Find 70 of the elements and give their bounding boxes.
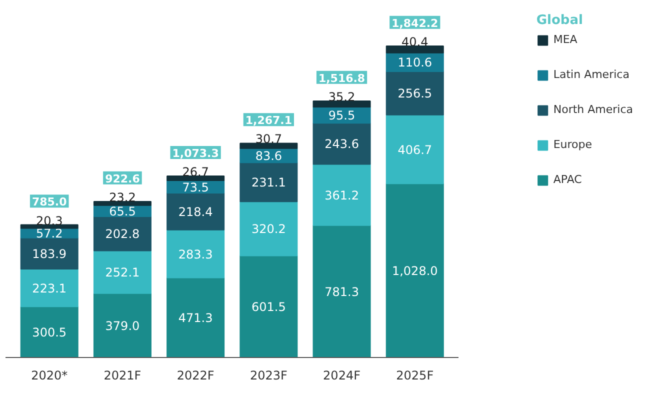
bar <box>240 255 298 358</box>
bar <box>166 176 225 182</box>
legend-label: Europe <box>553 138 592 151</box>
bar <box>386 183 444 358</box>
bar <box>93 250 152 294</box>
x-tick-label: 2021F <box>104 368 142 382</box>
data-label: 83.6 <box>255 149 282 163</box>
data-label: 223.1 <box>32 281 67 296</box>
legend-title: Global <box>536 13 584 28</box>
data-label: 601.5 <box>251 300 286 314</box>
data-label: 95.5 <box>328 108 356 123</box>
bar <box>166 192 225 230</box>
total-label: 1,516.8 <box>318 72 366 85</box>
data-label: 30.7 <box>255 132 282 146</box>
bar <box>386 71 444 116</box>
bar <box>386 114 444 184</box>
data-label: 20.3 <box>36 214 63 228</box>
bar <box>20 268 78 308</box>
total-label: 785.0 <box>32 196 68 209</box>
total-label: 922.6 <box>105 172 140 186</box>
bar <box>93 200 152 206</box>
data-label: 40.4 <box>402 34 428 49</box>
data-label: 73.5 <box>182 180 209 194</box>
data-label: 243.6 <box>324 137 359 152</box>
bar <box>240 142 298 149</box>
total-label: 1,267.1 <box>245 114 292 128</box>
data-label: 1,028.0 <box>392 264 438 278</box>
data-label: 202.8 <box>105 227 140 242</box>
bar <box>93 216 152 252</box>
legend-label: MEA <box>553 33 578 46</box>
x-tick-label: 2020* <box>31 368 68 382</box>
data-label: 218.4 <box>178 204 213 219</box>
data-label: 110.6 <box>398 56 432 70</box>
x-tick-label: 2025F <box>396 368 434 382</box>
data-label: 320.2 <box>251 222 286 236</box>
data-label: 471.3 <box>178 311 213 326</box>
bar <box>312 224 371 358</box>
data-label: 183.9 <box>32 246 67 261</box>
data-label: 406.7 <box>398 142 432 157</box>
data-label: 361.2 <box>324 188 359 202</box>
legend-label: North America <box>553 103 633 116</box>
data-label: 781.3 <box>324 284 359 299</box>
data-label: 26.7 <box>182 165 209 180</box>
bar <box>93 292 152 358</box>
data-label: 300.5 <box>32 326 67 340</box>
bar <box>20 306 78 358</box>
bar <box>312 164 371 226</box>
data-label: 283.3 <box>178 247 213 262</box>
data-label: 35.2 <box>328 90 356 104</box>
data-label: 256.5 <box>398 86 432 101</box>
total-label: 1,073.3 <box>172 146 219 160</box>
bar <box>312 100 371 108</box>
data-label: 231.1 <box>251 176 286 190</box>
bar <box>386 45 444 54</box>
bar <box>240 162 298 202</box>
data-label: 379.0 <box>105 318 140 333</box>
data-label: 65.5 <box>109 204 136 218</box>
bar <box>166 229 225 278</box>
data-label: 57.2 <box>36 226 63 241</box>
legend-label: Latin America <box>553 68 630 81</box>
data-label: 23.2 <box>109 190 136 204</box>
x-tick-label: 2023F <box>250 368 288 382</box>
bar <box>312 122 371 165</box>
legend-label: APAC <box>553 173 582 186</box>
total-label: 1,842.2 <box>392 16 438 30</box>
x-tick-label: 2022F <box>176 368 214 382</box>
data-label: 252.1 <box>105 266 140 280</box>
bar <box>240 201 298 256</box>
x-tick-label: 2024F <box>323 368 361 382</box>
bar <box>166 277 225 358</box>
